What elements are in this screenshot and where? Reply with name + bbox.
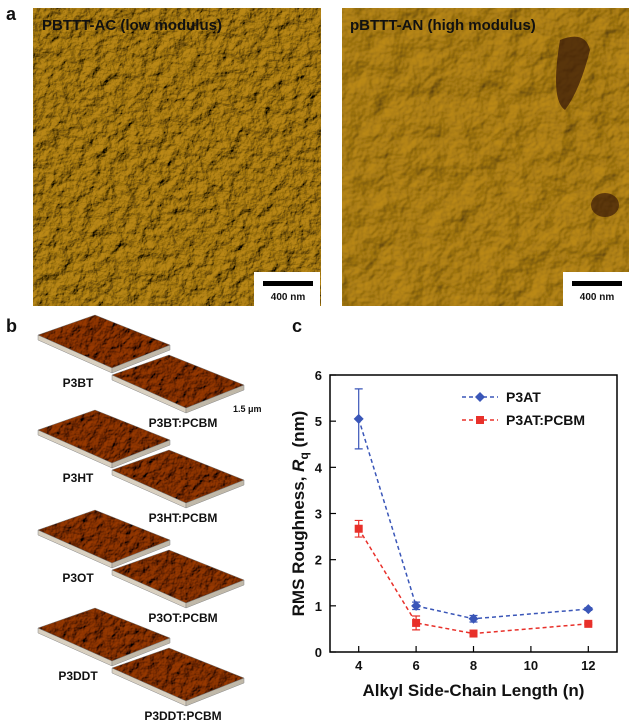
marker xyxy=(584,619,593,628)
y-axis-label: RMS Roughness, Rq (nm) xyxy=(289,411,311,617)
scale-bar xyxy=(572,281,622,286)
sample-label: P3BT:PCBM xyxy=(149,416,218,430)
marker xyxy=(468,613,479,624)
sample-label: P3OT xyxy=(62,571,94,585)
marker xyxy=(469,629,478,638)
legend-marker xyxy=(475,392,485,402)
marker xyxy=(583,604,594,615)
legend-label: P3AT:PCBM xyxy=(506,412,585,428)
sample-label: P3DDT:PCBM xyxy=(144,709,221,723)
sample-label: P3OT:PCBM xyxy=(148,611,217,625)
afm-feature xyxy=(556,36,590,110)
scale-bar-label: 400 nm xyxy=(580,292,615,303)
y-tick-label: 1 xyxy=(315,599,322,614)
y-tick-label: 6 xyxy=(315,368,322,383)
afm-3d-surface xyxy=(37,607,171,662)
y-axis-label-part: RMS Roughness, xyxy=(289,472,308,617)
afm-3d-surface xyxy=(37,509,171,564)
afm-3d-surface xyxy=(37,314,171,369)
sample-label: P3HT:PCBM xyxy=(149,511,218,525)
series-line xyxy=(358,528,589,635)
x-tick-label: 12 xyxy=(581,658,595,673)
panel-label: a xyxy=(6,4,17,24)
sample-label: P3HT xyxy=(63,471,94,485)
y-tick-label: 0 xyxy=(315,645,322,660)
afm-image xyxy=(33,8,321,306)
afm-3d-surface xyxy=(111,354,245,409)
y-tick-label: 2 xyxy=(315,553,322,568)
afm-3d-surface xyxy=(111,647,245,702)
panel-label: c xyxy=(292,316,302,336)
panel-label: b xyxy=(6,316,17,336)
scale-bar xyxy=(263,281,313,286)
sample-label: P3BT xyxy=(63,376,94,390)
image-title: pBTTT-AN (high modulus) xyxy=(350,17,536,34)
y-axis-label-part: q xyxy=(297,452,311,459)
y-tick-label: 5 xyxy=(315,414,322,429)
y-axis-label-part: R xyxy=(289,459,308,472)
sample-label: P3DDT xyxy=(58,669,98,683)
scale-bar-box xyxy=(254,272,320,306)
afm-3d-surface xyxy=(111,449,245,504)
image-title: PBTTT-AC (low modulus) xyxy=(42,17,222,34)
afm-feature xyxy=(591,193,619,217)
x-tick-label: 6 xyxy=(412,658,419,673)
marker xyxy=(354,524,363,533)
x-tick-label: 4 xyxy=(355,658,363,673)
marker xyxy=(411,600,422,611)
scale-label: 1.5 μm xyxy=(233,404,262,414)
afm-3d-panel: P3BT P3BT:PCBM P3HT P3HT:PCBM P3OT P3OT:PCBM P… xyxy=(37,314,262,723)
afm-3d-surface xyxy=(37,409,171,464)
scale-bar-label: 400 nm xyxy=(271,292,306,303)
x-axis-label: Alkyl Side-Chain Length (n) xyxy=(363,681,585,700)
afm-3d-surface xyxy=(111,549,245,604)
y-tick-label: 3 xyxy=(315,507,322,522)
series-line xyxy=(357,418,589,620)
legend-label: P3AT xyxy=(506,389,541,405)
marker xyxy=(412,618,421,627)
y-axis-label-part: (nm) xyxy=(289,411,308,453)
marker xyxy=(353,413,364,424)
x-tick-label: 8 xyxy=(470,658,477,673)
legend-marker xyxy=(476,416,484,424)
scale-bar-box xyxy=(563,272,629,306)
y-tick-label: 4 xyxy=(315,460,323,475)
x-tick-label: 10 xyxy=(524,658,538,673)
